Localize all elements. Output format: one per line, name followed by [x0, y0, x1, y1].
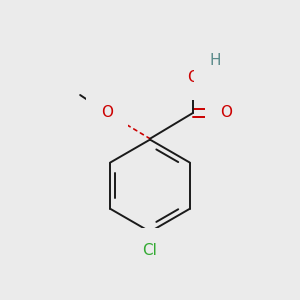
Text: O: O [187, 70, 199, 85]
Text: O: O [101, 105, 113, 120]
Text: Cl: Cl [142, 243, 158, 258]
Text: H: H [210, 53, 221, 68]
Text: O: O [220, 105, 232, 120]
